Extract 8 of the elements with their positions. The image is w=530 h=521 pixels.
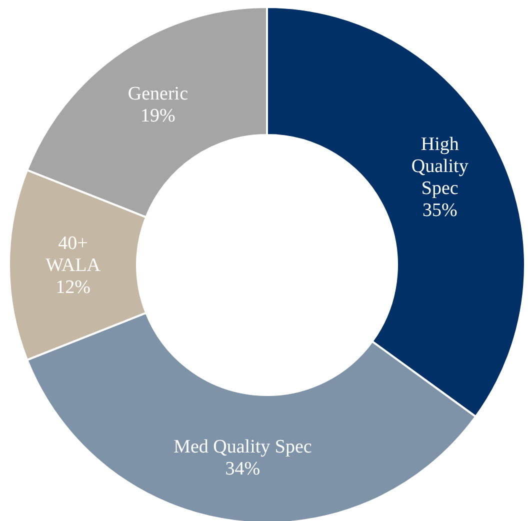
slice-label: High Quality Spec: [411, 133, 469, 198]
slice-label: Generic: [128, 83, 188, 104]
data-label: 12%: [56, 276, 91, 298]
data-label: 19%: [140, 105, 176, 126]
slice-label: Med Quality Spec: [174, 436, 312, 457]
data-label: 35%: [422, 199, 458, 220]
slice-label: 40+ WALA: [46, 232, 101, 276]
data-label: 34%: [225, 458, 260, 479]
